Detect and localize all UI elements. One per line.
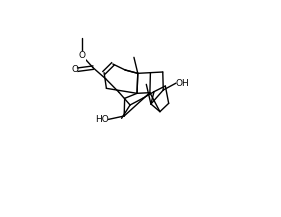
Text: O: O (72, 65, 79, 74)
Text: HO: HO (95, 115, 109, 124)
Text: O: O (79, 51, 86, 61)
Text: OH: OH (176, 79, 189, 88)
